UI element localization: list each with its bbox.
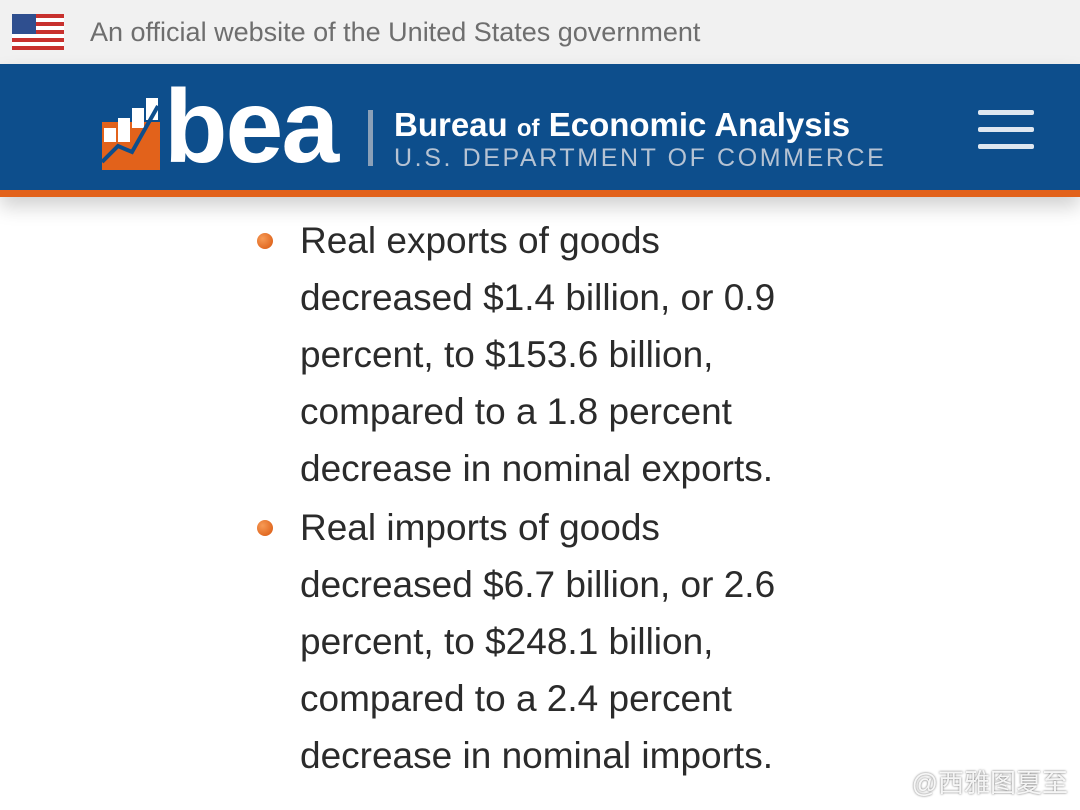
gov-banner-text: An official website of the United States… bbox=[90, 16, 701, 47]
site-subtitle: U.S. DEPARTMENT OF COMMERCE bbox=[394, 144, 887, 172]
menu-button[interactable] bbox=[978, 110, 1034, 149]
site-header: bea Bureau of Economic Analysis U.S. DEP… bbox=[0, 64, 1080, 197]
us-flag-icon bbox=[12, 14, 64, 50]
bullet-list: Real exports of goods decreased $1.4 bil… bbox=[257, 212, 830, 786]
gov-banner: An official website of the United States… bbox=[0, 0, 1080, 64]
title-word: Bureau bbox=[394, 106, 508, 143]
logo-text[interactable]: bea bbox=[164, 69, 339, 185]
title-word: Economic Analysis bbox=[548, 106, 851, 143]
watermark: @西雅图夏至 bbox=[911, 768, 1068, 798]
site-title: Bureau of Economic Analysis bbox=[394, 106, 850, 144]
bullet-item: Real exports of goods decreased $1.4 bil… bbox=[257, 212, 830, 497]
divider bbox=[368, 110, 373, 166]
bullet-item: Real imports of goods decreased $6.7 bil… bbox=[257, 499, 830, 784]
title-word: of bbox=[516, 115, 540, 142]
logo-icon[interactable] bbox=[102, 98, 162, 170]
